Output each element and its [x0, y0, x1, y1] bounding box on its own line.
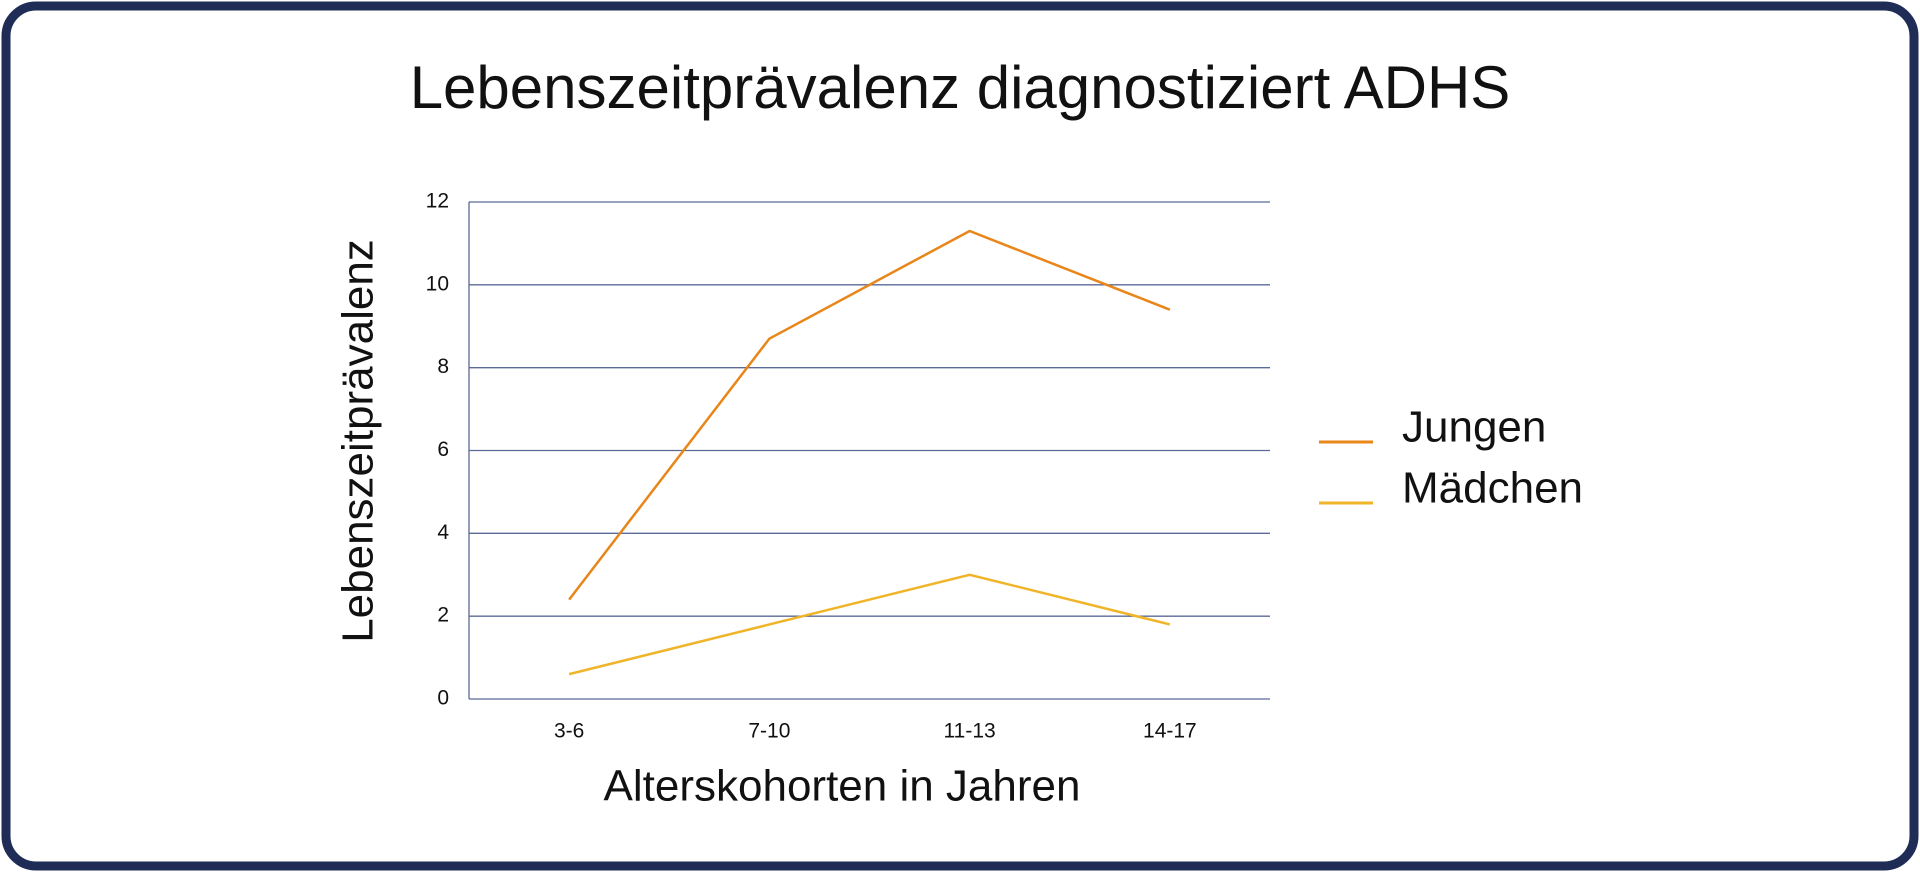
- y-axis-label: Lebenszeitprävalenz: [334, 239, 383, 643]
- y-tick-label: 6: [437, 438, 449, 461]
- y-tick-label: 8: [437, 355, 449, 378]
- y-tick-label: 10: [426, 272, 449, 295]
- legend-label: Mädchen: [1402, 464, 1583, 513]
- x-axis-label: Alterskohorten in Jahren: [604, 762, 1081, 811]
- x-tick-label: 3-6: [554, 720, 584, 743]
- y-tick-label: 4: [437, 521, 449, 544]
- y-tick-label: 2: [437, 604, 449, 627]
- x-tick-label: 7-10: [748, 720, 790, 743]
- series-line: [568, 229, 1171, 601]
- chart-title: Lebenszeitprävalenz diagnostiziert ADHS: [410, 54, 1511, 121]
- y-tick-label: 12: [426, 190, 449, 213]
- y-tick-label: 0: [437, 687, 449, 710]
- series-line: [568, 573, 1171, 676]
- x-tick-label: 14-17: [1143, 720, 1197, 743]
- x-tick-label: 11-13: [944, 720, 996, 743]
- legend-label: Jungen: [1402, 403, 1546, 452]
